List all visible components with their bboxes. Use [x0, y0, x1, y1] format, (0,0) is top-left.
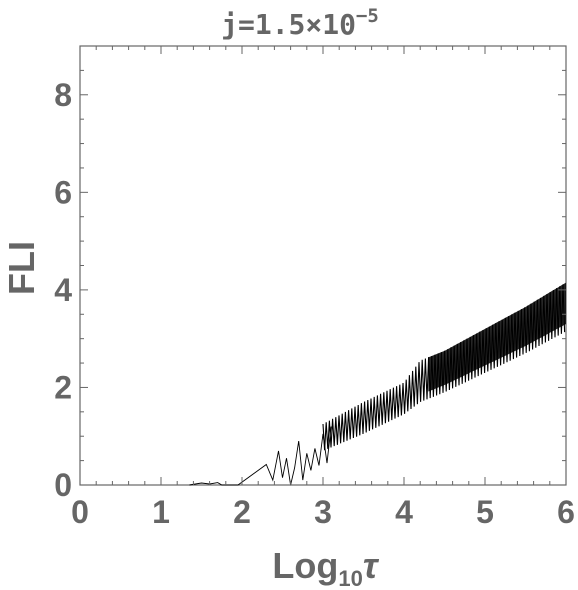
- x-axis-label-base: Log: [272, 545, 338, 586]
- y-axis-label-text: FLI: [1, 241, 42, 295]
- data-layer: [189, 282, 566, 486]
- x-tick-label: 1: [152, 494, 170, 530]
- y-tick-label: 2: [54, 369, 72, 405]
- y-axis-label: FLI: [1, 241, 42, 295]
- plot-frame: [79, 45, 567, 486]
- chart-title-base: j=1.5×10: [221, 8, 356, 41]
- series-line-low-tau: [189, 426, 332, 486]
- x-axis-label: Log10τ: [272, 545, 379, 590]
- x-tick-label: 3: [314, 494, 332, 530]
- series-band-fill: [428, 282, 566, 392]
- svg-text:Log10τ: Log10τ: [272, 545, 379, 590]
- x-axis-label-variable: τ: [363, 545, 380, 586]
- y-tick-label: 8: [54, 77, 72, 113]
- y-tick-label: 6: [54, 174, 72, 210]
- axis-ticks: [79, 45, 567, 486]
- tick-labels: 0 1 2 3 4 5 6 0 2 4 6 8: [54, 77, 575, 530]
- chart-title: j=1.5×10−5: [221, 5, 379, 41]
- x-tick-label: 4: [395, 494, 413, 530]
- x-tick-label: 0: [71, 494, 89, 530]
- y-tick-label: 4: [54, 272, 72, 308]
- y-tick-label: 0: [54, 467, 72, 503]
- x-tick-label: 2: [233, 494, 251, 530]
- x-axis-label-subscript: 10: [338, 566, 362, 590]
- chart-title-exponent: −5: [356, 5, 379, 27]
- x-tick-label: 5: [476, 494, 494, 530]
- svg-text:j=1.5×10−5: j=1.5×10−5: [221, 5, 379, 41]
- x-tick-label: 6: [557, 494, 575, 530]
